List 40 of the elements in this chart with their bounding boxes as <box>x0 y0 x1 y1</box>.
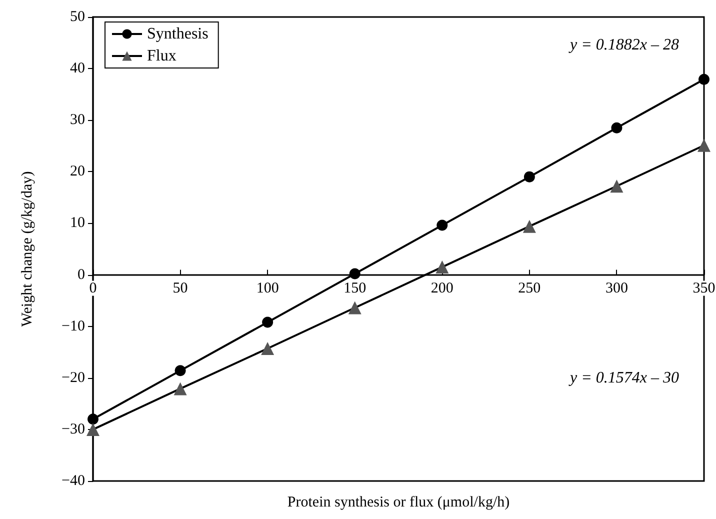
point <box>349 268 360 280</box>
point <box>88 414 98 425</box>
point <box>261 342 274 355</box>
y-tick-label: −40 <box>62 473 85 489</box>
point <box>698 74 710 85</box>
y-tick-label: 0 <box>78 266 85 283</box>
y-tick-label: 20 <box>70 164 85 180</box>
y-tick-label: −30 <box>62 421 85 438</box>
x-tick-label: 300 <box>605 280 628 296</box>
x-tick-label: 350 <box>692 280 716 296</box>
y-tick-label: −20 <box>62 370 85 386</box>
x-tick-label: 0 <box>89 280 97 296</box>
point <box>174 365 186 376</box>
point <box>174 382 187 396</box>
point <box>436 220 448 231</box>
point <box>436 260 449 274</box>
point <box>522 220 536 233</box>
x-tick-label: 50 <box>172 280 188 296</box>
x-tick-label: 150 <box>344 280 366 296</box>
point <box>262 316 274 328</box>
y-tick-label: 40 <box>70 60 85 77</box>
point <box>610 180 624 193</box>
legend-label: Synthesis <box>147 26 208 42</box>
x-tick-label: 250 <box>518 280 541 296</box>
x-tick-label: 100 <box>256 280 279 296</box>
annotation: y = 0.1574x – 30 <box>568 370 679 386</box>
point <box>348 301 362 314</box>
point <box>698 138 710 152</box>
point <box>86 422 100 436</box>
x-axis-title: Protein synthesis or flux (μmol/kg/h) <box>287 494 510 510</box>
x-tick-label: 200 <box>430 280 454 296</box>
legend-label: Flux <box>147 48 176 64</box>
y-tick-label: 10 <box>70 215 85 232</box>
point <box>524 171 535 182</box>
y-tick-label: −10 <box>62 318 85 334</box>
annotation: y = 0.1882x – 28 <box>568 36 679 54</box>
y-tick-label: 50 <box>70 9 85 25</box>
point <box>611 122 622 134</box>
y-axis-title: Weight change (g/kg/day) <box>20 171 36 327</box>
y-tick-label: 30 <box>70 112 85 128</box>
